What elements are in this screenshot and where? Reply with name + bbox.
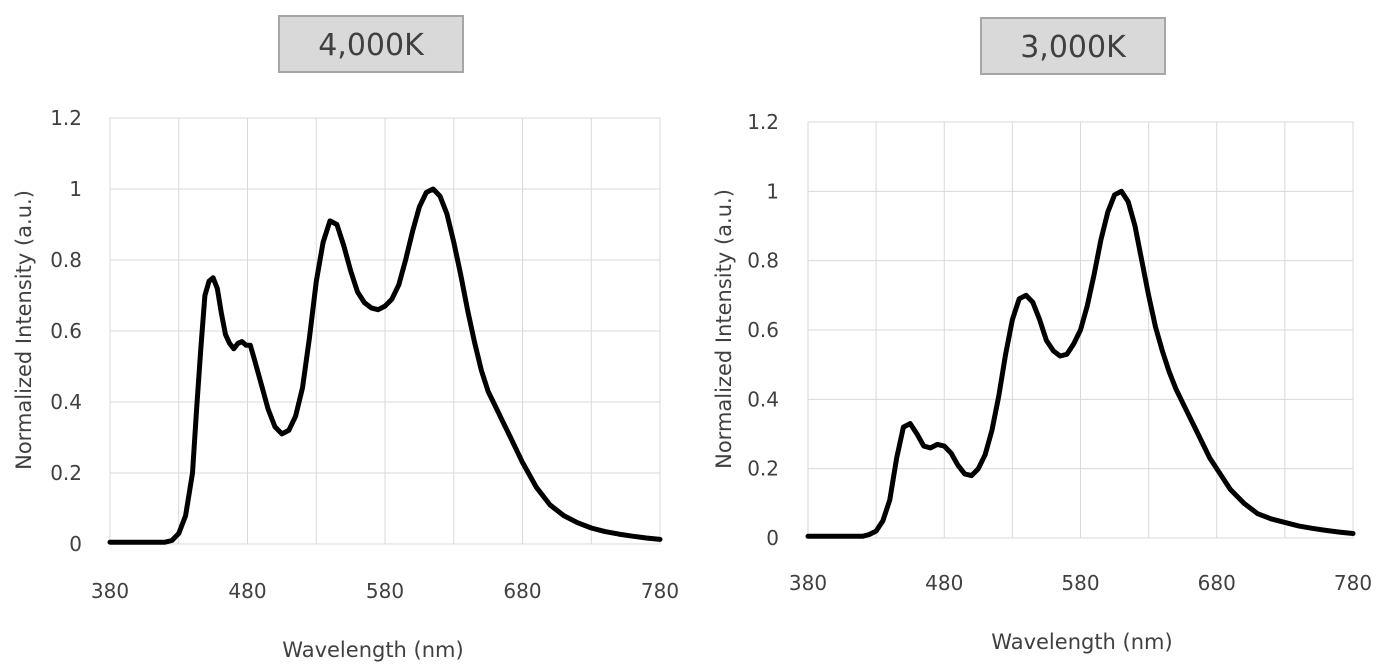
y-tick-labels: 0 0.2 0.4 0.6 0.8 1 1.2 (50, 106, 82, 556)
x-tick-label: 780 (641, 579, 679, 603)
y-tick-label: 0.8 (50, 248, 82, 272)
x-tick-label: 780 (1334, 571, 1372, 595)
y-tick-label: 0.4 (50, 390, 82, 414)
y-tick-label: 0.2 (747, 457, 779, 481)
y-axis-title: Normalized Intensity (a.u.) (712, 189, 736, 469)
y-tick-label: 0 (69, 532, 82, 556)
chart-title-background (980, 17, 1166, 75)
spectrum-line (805, 188, 1356, 539)
plot-area (807, 121, 1354, 539)
chart-title: 3,000K (1020, 30, 1127, 65)
x-tick-labels: 380 480 580 680 780 (91, 579, 679, 603)
y-tick-label: 0 (766, 526, 779, 550)
y-tick-label: 1.2 (747, 110, 779, 134)
x-tick-label: 380 (91, 579, 129, 603)
y-tick-label: 0.2 (50, 461, 82, 485)
chart-3000k: 3,000K 380 480 580 680 780 0 0.2 0.4 0.6 0.8 1 1.2… (712, 17, 1372, 654)
x-tick-label: 580 (1061, 571, 1099, 595)
x-tick-label: 580 (366, 579, 404, 603)
x-tick-label: 380 (789, 571, 827, 595)
x-axis-title: Wavelength (nm) (282, 638, 463, 662)
chart-title-background (278, 15, 464, 73)
x-axis-title: Wavelength (nm) (991, 630, 1172, 654)
y-axis-title: Normalized Intensity (a.u.) (12, 190, 36, 470)
y-tick-labels: 0 0.2 0.4 0.6 0.8 1 1.2 (747, 110, 779, 550)
x-tick-label: 680 (503, 579, 541, 603)
y-tick-label: 1 (69, 177, 82, 201)
y-tick-label: 0.4 (747, 387, 779, 411)
spectrum-line (107, 186, 663, 545)
x-tick-label: 480 (925, 571, 963, 595)
plot-area (109, 117, 661, 545)
x-tick-label: 680 (1198, 571, 1236, 595)
y-tick-label: 1 (766, 179, 779, 203)
y-tick-label: 0.6 (50, 319, 82, 343)
chart-4000k: 4,000K 380 480 580 680 780 0 0.2 0.4 0.6 0.8 1 1.2… (12, 15, 679, 662)
x-tick-labels: 380 480 580 680 780 (789, 571, 1372, 595)
y-tick-label: 0.6 (747, 318, 779, 342)
y-tick-label: 0.8 (747, 249, 779, 273)
y-tick-label: 1.2 (50, 106, 82, 130)
chart-title-box: 3,000K (980, 17, 1166, 75)
chart-title: 4,000K (318, 28, 425, 63)
chart-title-box: 4,000K (278, 15, 464, 73)
x-tick-label: 480 (228, 579, 266, 603)
